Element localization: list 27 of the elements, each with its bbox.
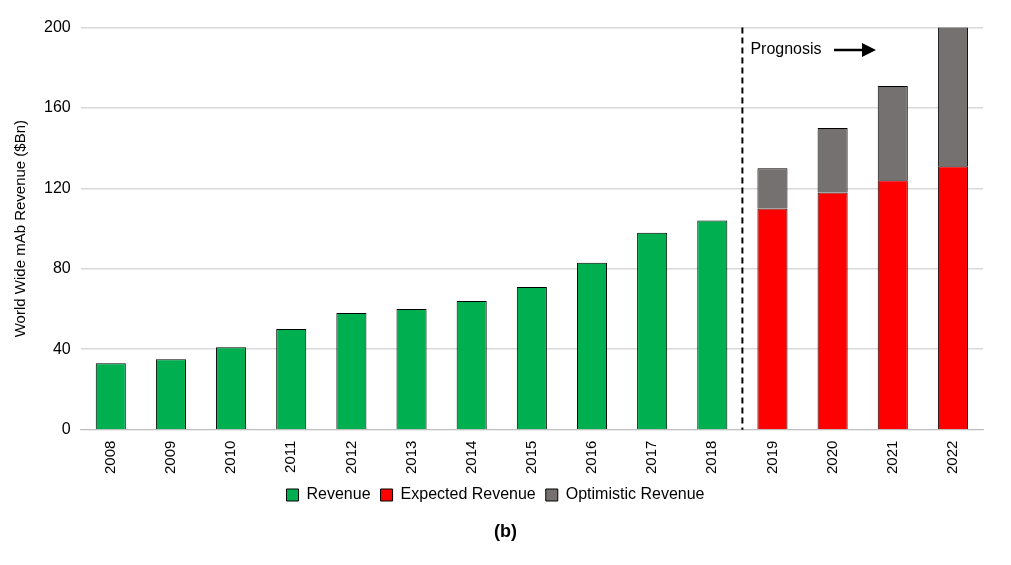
x-tick-label: 2013 — [401, 440, 419, 475]
legend-label: Expected Revenue — [400, 485, 536, 503]
x-tick-label: 2018 — [702, 440, 720, 475]
text: (b) — [493, 521, 518, 542]
y-tick-label: 160 — [43, 98, 71, 116]
y-tick-label: 120 — [43, 178, 71, 196]
x-tick-label: 2008 — [100, 440, 118, 475]
x-tick-label: 2014 — [461, 440, 479, 475]
x-tick-label: 2011 — [281, 440, 299, 473]
y-axis-title: World Wide mAb Revenue ($Bn) — [11, 119, 29, 338]
x-tick-label: 2009 — [161, 440, 179, 475]
x-tick-label: 2015 — [521, 440, 539, 475]
x-tick-label: 2019 — [762, 440, 780, 475]
x-tick-label: 2017 — [642, 440, 660, 475]
x-tick-label: 2016 — [582, 440, 600, 475]
x-tick-label: 2012 — [341, 440, 359, 475]
y-tick-label: 0 — [61, 420, 71, 438]
legend-label: Optimistic Revenue — [565, 485, 705, 503]
y-tick-label: 40 — [52, 339, 71, 357]
x-tick-label: 2010 — [221, 440, 239, 475]
x-tick-label: 2020 — [822, 440, 840, 475]
ref-line-label: Prognosis — [750, 40, 822, 58]
x-tick-label: 2021 — [882, 440, 900, 475]
x-tick-label: 2022 — [943, 440, 961, 475]
y-tick-label: 200 — [43, 18, 71, 36]
y-tick-label: 80 — [52, 259, 71, 277]
legend-label: Revenue — [306, 485, 371, 503]
